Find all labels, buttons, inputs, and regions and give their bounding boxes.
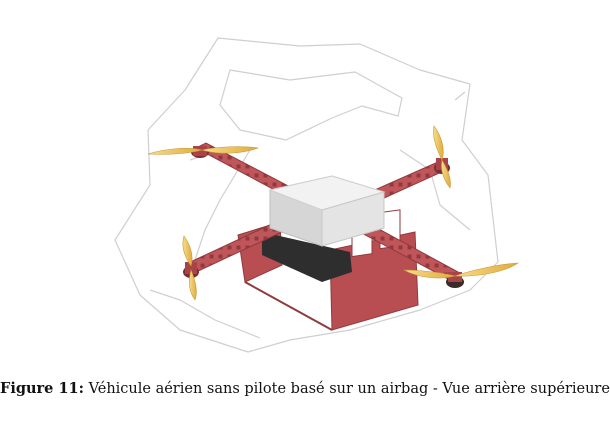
propeller-rear-left <box>182 235 197 301</box>
propeller-front-left <box>147 146 260 155</box>
central-body <box>268 175 386 247</box>
propeller-rear-right <box>402 262 520 279</box>
figure-caption: Figure 11: Véhicule aérien sans pilote b… <box>0 380 610 397</box>
figure-caption-text: Véhicule aérien sans pilote basé sur un … <box>83 381 610 397</box>
figure-label: Figure 11: <box>0 380 84 397</box>
motor-rear-right <box>446 272 464 288</box>
battery-pack <box>262 232 352 282</box>
propeller-front-right <box>433 125 451 189</box>
drone-illustration <box>114 37 520 353</box>
